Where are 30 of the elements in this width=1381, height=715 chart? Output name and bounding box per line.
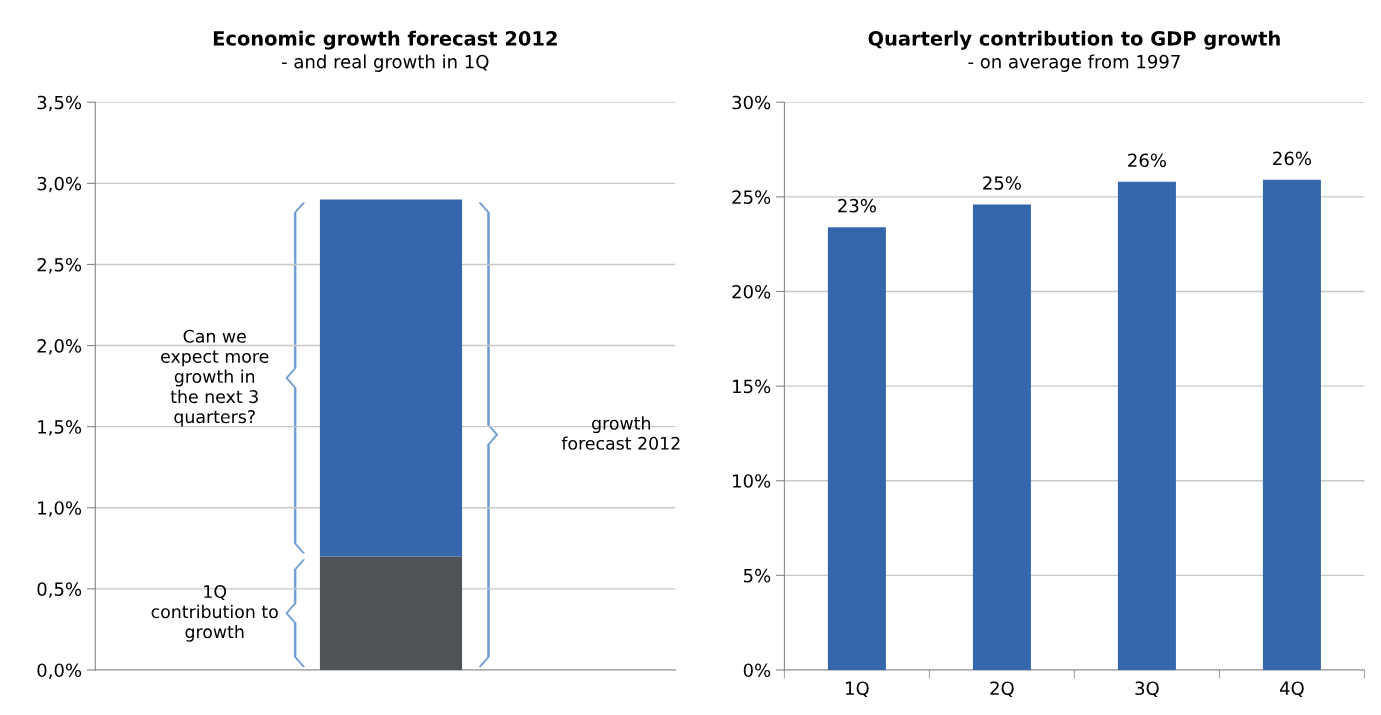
y-tick-label: 2,5% xyxy=(37,257,82,274)
data-label: 25% xyxy=(983,176,1021,190)
y-tick-label: 1,5% xyxy=(38,420,82,436)
y-tick-label: 0% xyxy=(743,663,771,678)
y-tick-label: 5% xyxy=(743,568,771,583)
y-tick-label: 25% xyxy=(732,190,771,204)
annotation: 1Q contribution to growth xyxy=(151,584,278,642)
y-tick-label: 10% xyxy=(733,474,771,488)
y-tick-label: 1,0% xyxy=(38,501,82,517)
chart-subtitle: - and real growth in 1Q xyxy=(282,54,489,72)
y-tick-label: 3,0% xyxy=(37,176,82,193)
data-label: 26% xyxy=(1273,151,1311,166)
chart-title: Quarterly contribution to GDP growth xyxy=(868,30,1280,50)
y-tick-label: 3,5% xyxy=(37,95,82,112)
chart-subtitle: - on average from 1997 xyxy=(968,54,1180,72)
y-tick-label: 15% xyxy=(733,379,771,394)
y-tick-label: 30% xyxy=(732,95,771,110)
y-tick-label: 0,5% xyxy=(37,582,82,598)
x-tick-label: 3Q xyxy=(1135,681,1159,698)
chart-title: Economic growth forecast 2012 xyxy=(213,30,557,50)
x-tick-label: 2Q xyxy=(990,681,1014,698)
x-tick-label: 1Q xyxy=(846,681,869,698)
annotation: Can we expect more growth in the next 3 quarters? xyxy=(161,329,269,427)
y-tick-label: 20% xyxy=(732,284,771,299)
y-tick-label: 0,0% xyxy=(37,663,82,679)
annotation: growth forecast 2012 xyxy=(561,416,680,450)
y-tick-label: 2,0% xyxy=(37,339,82,355)
x-tick-label: 4Q xyxy=(1279,681,1304,698)
data-label: 26% xyxy=(1128,153,1166,168)
data-label: 23% xyxy=(838,198,876,213)
